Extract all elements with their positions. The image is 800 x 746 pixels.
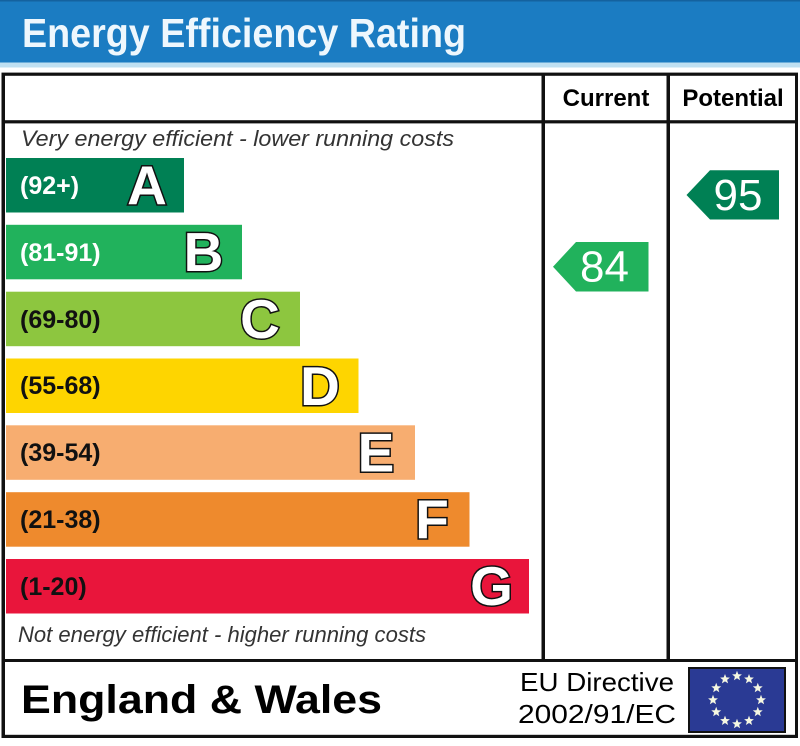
- svg-text:(1-20): (1-20): [20, 573, 87, 601]
- svg-text:95: 95: [714, 171, 763, 220]
- svg-text:Energy Efficiency Rating: Energy Efficiency Rating: [22, 10, 466, 56]
- svg-text:Very energy efficient - lower: Very energy efficient - lower running co…: [21, 126, 454, 151]
- svg-text:(55-68): (55-68): [20, 372, 101, 400]
- svg-text:E: E: [358, 422, 395, 484]
- svg-text:(69-80): (69-80): [20, 306, 101, 334]
- svg-text:Potential: Potential: [682, 85, 783, 112]
- svg-text:F: F: [415, 489, 449, 551]
- svg-text:EU Directive: EU Directive: [520, 667, 674, 697]
- svg-text:D: D: [300, 355, 340, 417]
- svg-text:C: C: [240, 288, 280, 350]
- svg-text:A: A: [127, 154, 167, 216]
- svg-text:(81-91): (81-91): [20, 239, 101, 267]
- svg-text:G: G: [470, 555, 513, 617]
- svg-text:Not energy efficient - higher: Not energy efficient - higher running co…: [18, 622, 426, 647]
- svg-text:2002/91/EC: 2002/91/EC: [518, 699, 676, 729]
- svg-text:England & Wales: England & Wales: [21, 678, 382, 722]
- svg-text:(92+): (92+): [20, 172, 79, 200]
- svg-text:(39-54): (39-54): [20, 439, 101, 467]
- svg-text:(21-38): (21-38): [20, 506, 101, 534]
- svg-text:84: 84: [580, 243, 629, 292]
- svg-text:Current: Current: [563, 85, 650, 112]
- svg-text:B: B: [184, 221, 224, 283]
